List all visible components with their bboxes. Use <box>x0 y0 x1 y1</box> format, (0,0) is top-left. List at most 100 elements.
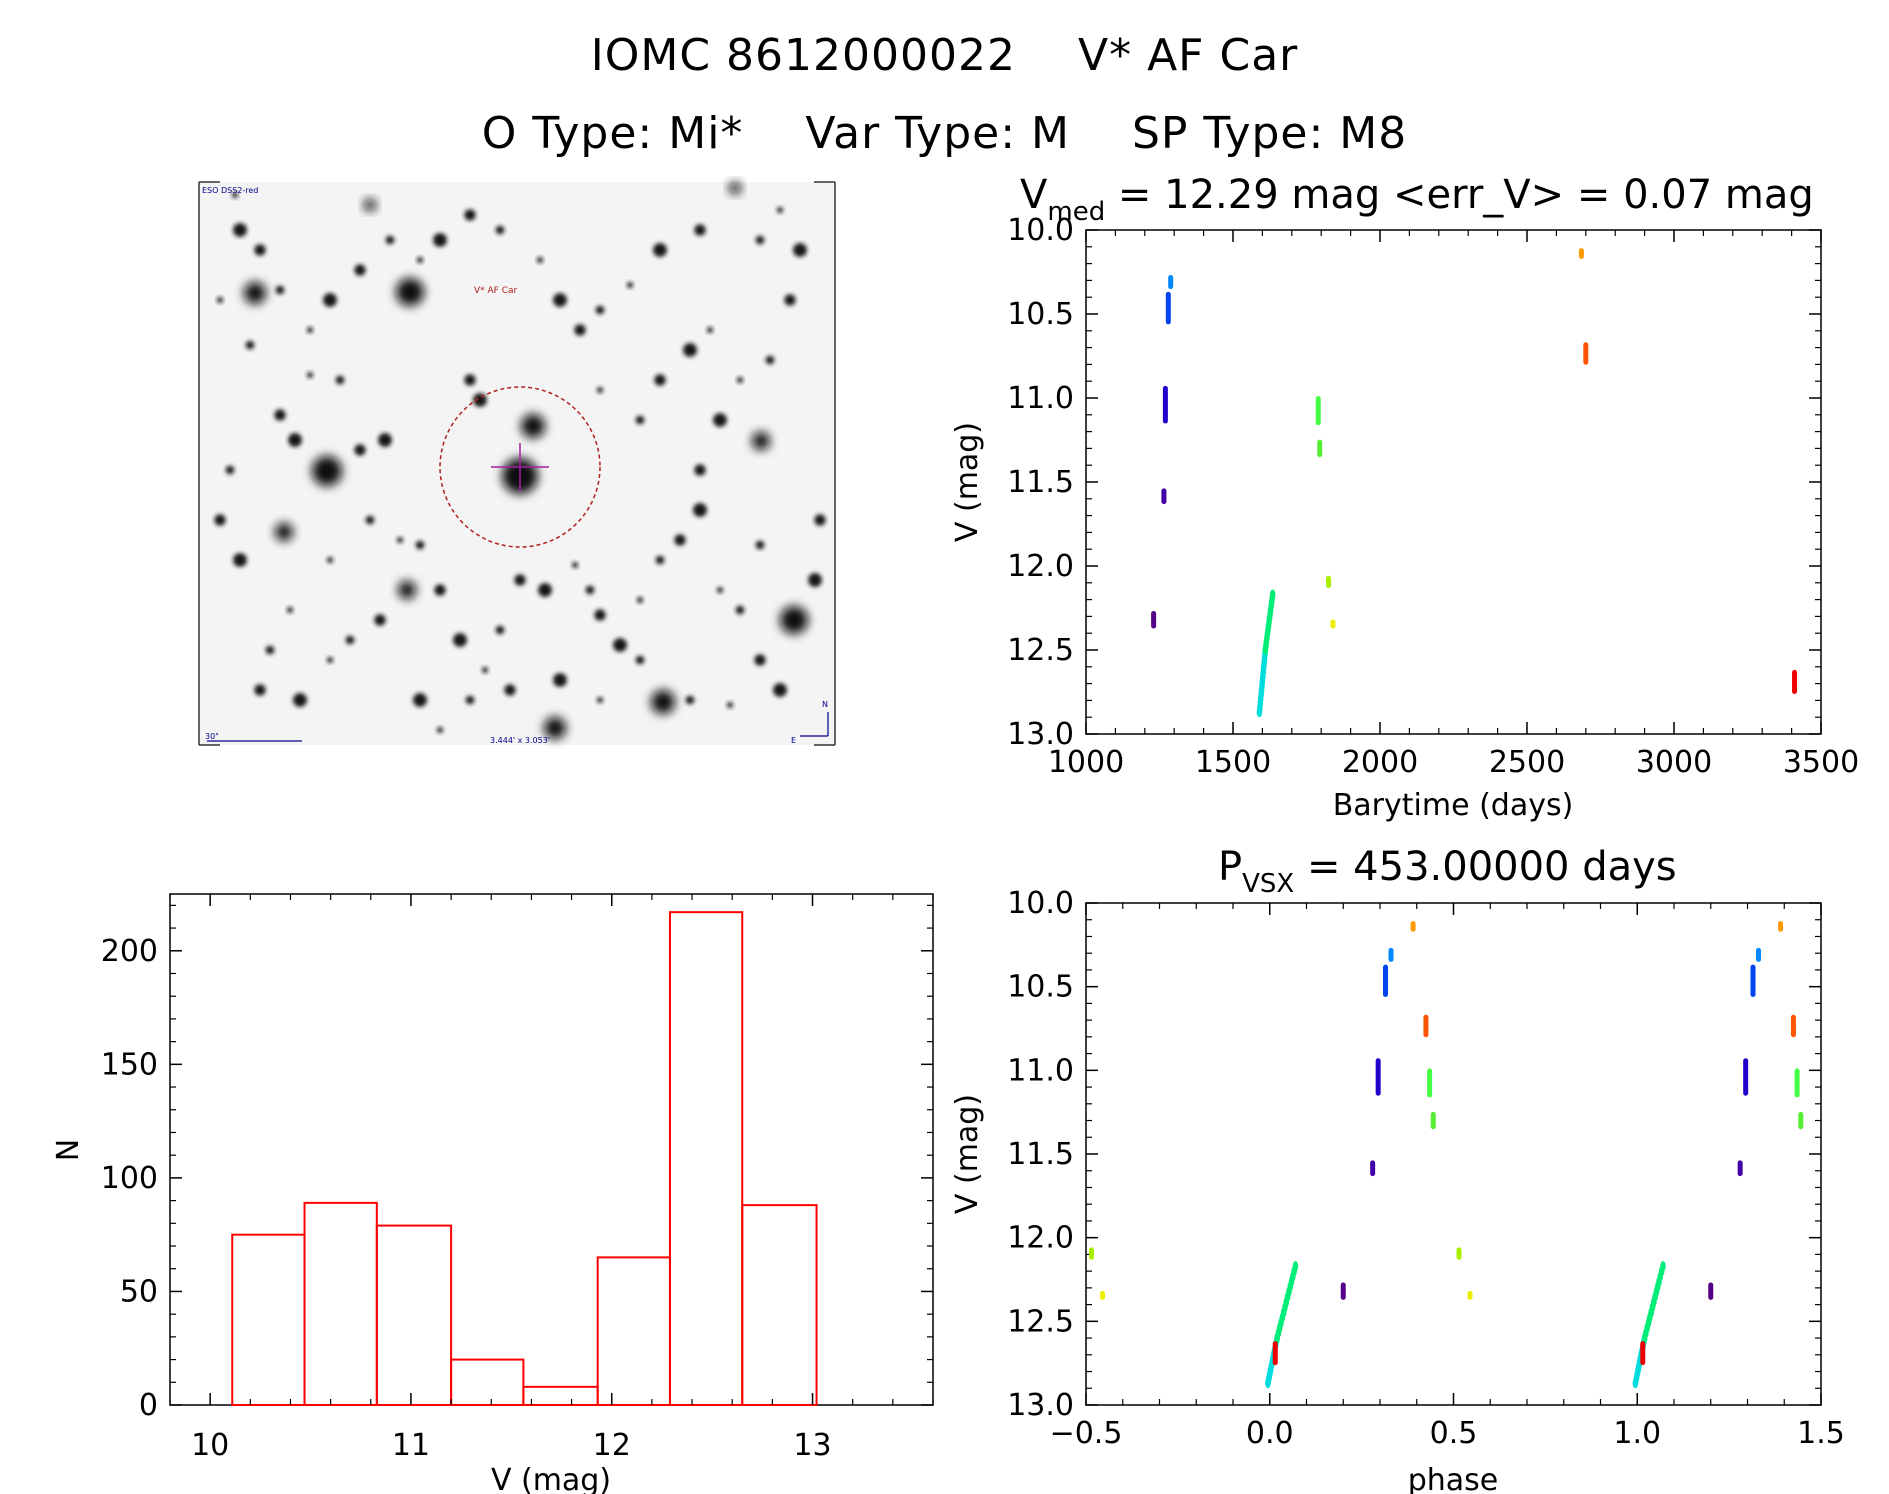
star <box>814 514 826 526</box>
star <box>765 355 775 365</box>
target-label: V* AF Car <box>474 286 518 296</box>
star <box>327 657 333 663</box>
x-tick-label: −0.5 <box>1050 1416 1123 1451</box>
data-point <box>1330 619 1336 629</box>
y-tick-label: 100 <box>101 1161 158 1196</box>
data-point <box>1708 1282 1714 1300</box>
star <box>233 223 247 237</box>
x-tick-label: 1500 <box>1195 745 1271 780</box>
y-tick-label: 11.5 <box>1007 1137 1074 1172</box>
star <box>755 540 765 550</box>
star <box>464 374 476 386</box>
star <box>413 693 427 707</box>
x-tick-label: 1.0 <box>1613 1416 1661 1451</box>
x-tick-label: 3000 <box>1636 745 1712 780</box>
series-p28 <box>1798 1111 1804 1130</box>
data-point <box>1326 575 1332 589</box>
sp-type: SP Type: M8 <box>1131 108 1408 159</box>
data-point <box>1269 589 1276 600</box>
star <box>374 614 386 626</box>
series-g4 <box>1165 291 1171 325</box>
histogram-bar <box>303 1201 378 1406</box>
survey-label: ESO DSS2-red <box>202 186 258 195</box>
phase-curve-panel: PVSX = 453.00000 days −0.5 0.0 0.5 1.0 1.5 10… <box>950 844 1845 1494</box>
star <box>288 433 302 447</box>
star <box>754 654 766 666</box>
y-tick-label: 10.0 <box>1007 886 1074 921</box>
data-point <box>1792 669 1798 694</box>
star <box>654 374 666 386</box>
series-p7 <box>1274 1261 1299 1344</box>
field-size-label: 3.444' x 3.053' <box>490 736 550 745</box>
data-point <box>1737 1160 1743 1177</box>
star <box>433 233 447 247</box>
light-curve-ylabel: V (mag) <box>950 422 985 542</box>
histogram-bar <box>596 1256 671 1407</box>
histogram-bar <box>668 911 744 1406</box>
light-curve-panel: Vmed = 12.29 mag <err_V> = 0.07 mag 1000… <box>950 172 1859 823</box>
light-curve-xlabel: Barytime (days) <box>1333 788 1574 823</box>
star <box>495 225 505 235</box>
x-tick-label: 12 <box>593 1428 631 1463</box>
star <box>354 264 366 276</box>
star <box>694 464 706 476</box>
star <box>595 305 605 315</box>
series-g3 <box>1162 385 1168 424</box>
series-p13 <box>1456 1247 1462 1260</box>
compass-east-label: E <box>791 736 796 745</box>
star <box>312 456 342 486</box>
object-id: IOMC 8612000022 <box>590 30 1016 81</box>
data-point <box>1640 1341 1646 1366</box>
series-g10 <box>1326 575 1332 589</box>
finder-image: V* AF Car ESO DSS2-red 30" 3.444' x 3.05… <box>198 181 836 746</box>
star <box>287 607 293 613</box>
y-tick-label: 12.0 <box>1007 549 1074 584</box>
star <box>323 293 337 307</box>
star <box>613 638 627 652</box>
star <box>378 433 392 447</box>
star <box>464 209 476 221</box>
series-g11 <box>1330 619 1336 629</box>
star <box>755 235 765 245</box>
star <box>345 635 355 645</box>
data-point <box>1427 1068 1433 1098</box>
series-p19 <box>1743 1058 1749 1096</box>
series-g7 <box>1262 589 1276 655</box>
star <box>274 409 286 421</box>
compass-north-label: N <box>822 700 828 709</box>
y-tick-label: 13.0 <box>1007 1388 1074 1423</box>
star <box>793 243 807 257</box>
histogram-bar <box>522 1385 599 1406</box>
star <box>265 645 275 655</box>
object-title: IOMC 8612000022 V* AF Car <box>0 30 1889 81</box>
star <box>693 503 707 517</box>
series-p5 <box>1388 947 1394 962</box>
star <box>727 702 733 708</box>
star <box>635 415 645 425</box>
star <box>553 673 567 687</box>
series-g13 <box>1583 342 1589 365</box>
x-tick-label: 0.0 <box>1246 1416 1294 1451</box>
series-g2 <box>1161 488 1167 505</box>
star <box>327 557 333 563</box>
x-tick-label: 2000 <box>1342 745 1418 780</box>
star <box>544 717 566 739</box>
star <box>685 695 695 705</box>
x-tick-label: 1000 <box>1048 745 1124 780</box>
series-p17 <box>1708 1282 1714 1300</box>
series-g12 <box>1578 248 1584 259</box>
star <box>635 655 645 665</box>
data-point <box>1578 248 1584 259</box>
star <box>354 444 366 456</box>
data-point <box>1750 964 1756 998</box>
star <box>538 583 552 597</box>
star <box>597 697 603 703</box>
histogram-ylabel: N <box>51 1139 86 1161</box>
star <box>254 684 266 696</box>
x-tick-label: 10 <box>191 1428 229 1463</box>
phase-curve-frame <box>1085 902 1822 1406</box>
star <box>653 243 667 257</box>
series-p25 <box>1778 921 1784 932</box>
star <box>307 372 313 378</box>
